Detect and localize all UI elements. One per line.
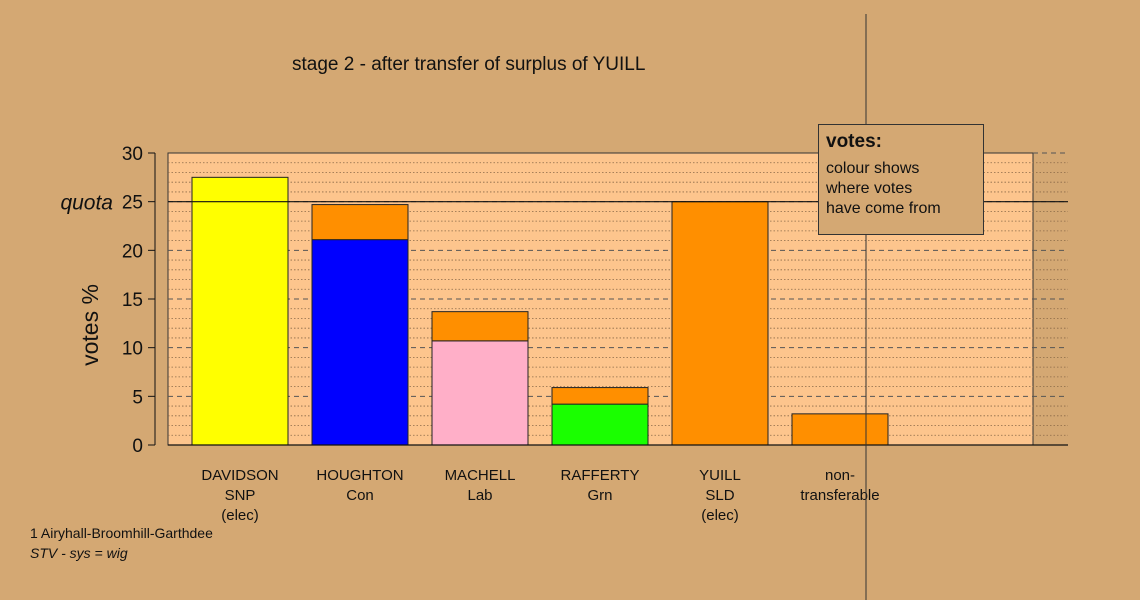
x-tick-label: DAVIDSON [201,467,278,484]
system-note: STV - sys = wig [30,545,128,561]
x-tick-label: Con [346,487,374,504]
legend-line: where votes [826,180,913,197]
bar-segment [191,176,289,446]
y-tick-label: 25 [122,193,143,214]
bar-segment [551,387,649,405]
bar-segment [791,413,889,446]
legend-title: votes: [826,131,882,152]
ward-name: 1 Airyhall-Broomhill-Garthdee [30,525,213,541]
y-tick-label: 15 [122,290,143,311]
y-tick-label: 20 [122,241,143,262]
x-tick-label: (elec) [221,507,259,524]
x-tick-label: RAFFERTY [561,467,640,484]
x-tick-label: SNP [225,487,256,504]
y-axis-ticks: 0 5 10 15 20 25 30 [122,144,155,457]
x-axis-labels: DAVIDSON SNP (elec) HOUGHTON Con MACHELL Lab RA… [201,467,879,524]
x-tick-label: transferable [800,487,879,504]
x-tick-label: Grn [587,487,612,504]
legend: votes: colour shows where votes have com… [818,124,984,235]
bar-segment [671,201,769,446]
y-axis-label: votes % [77,284,103,366]
x-tick-label: non- [825,467,855,484]
y-tick-label: 0 [132,436,143,457]
bar-segment [551,403,649,446]
chart-title: stage 2 - after transfer of surplus of Y… [292,54,646,75]
bars [191,176,889,446]
y-tick-label: 30 [122,144,143,165]
x-tick-label: Lab [467,487,492,504]
x-tick-label: MACHELL [445,467,516,484]
x-tick-label: (elec) [701,507,739,524]
y-tick-label: 5 [132,387,143,408]
x-tick-label: SLD [705,487,734,504]
bar-segment [431,340,529,446]
bar-segment [311,204,409,241]
y-tick-label: 10 [122,339,143,360]
x-tick-label: YUILL [699,467,741,484]
legend-line: have come from [826,200,941,217]
x-tick-label: HOUGHTON [316,467,403,484]
bar-segment [311,239,409,446]
legend-line: colour shows [826,160,920,177]
quota-label: quota [60,192,113,215]
bar-segment [431,311,529,342]
